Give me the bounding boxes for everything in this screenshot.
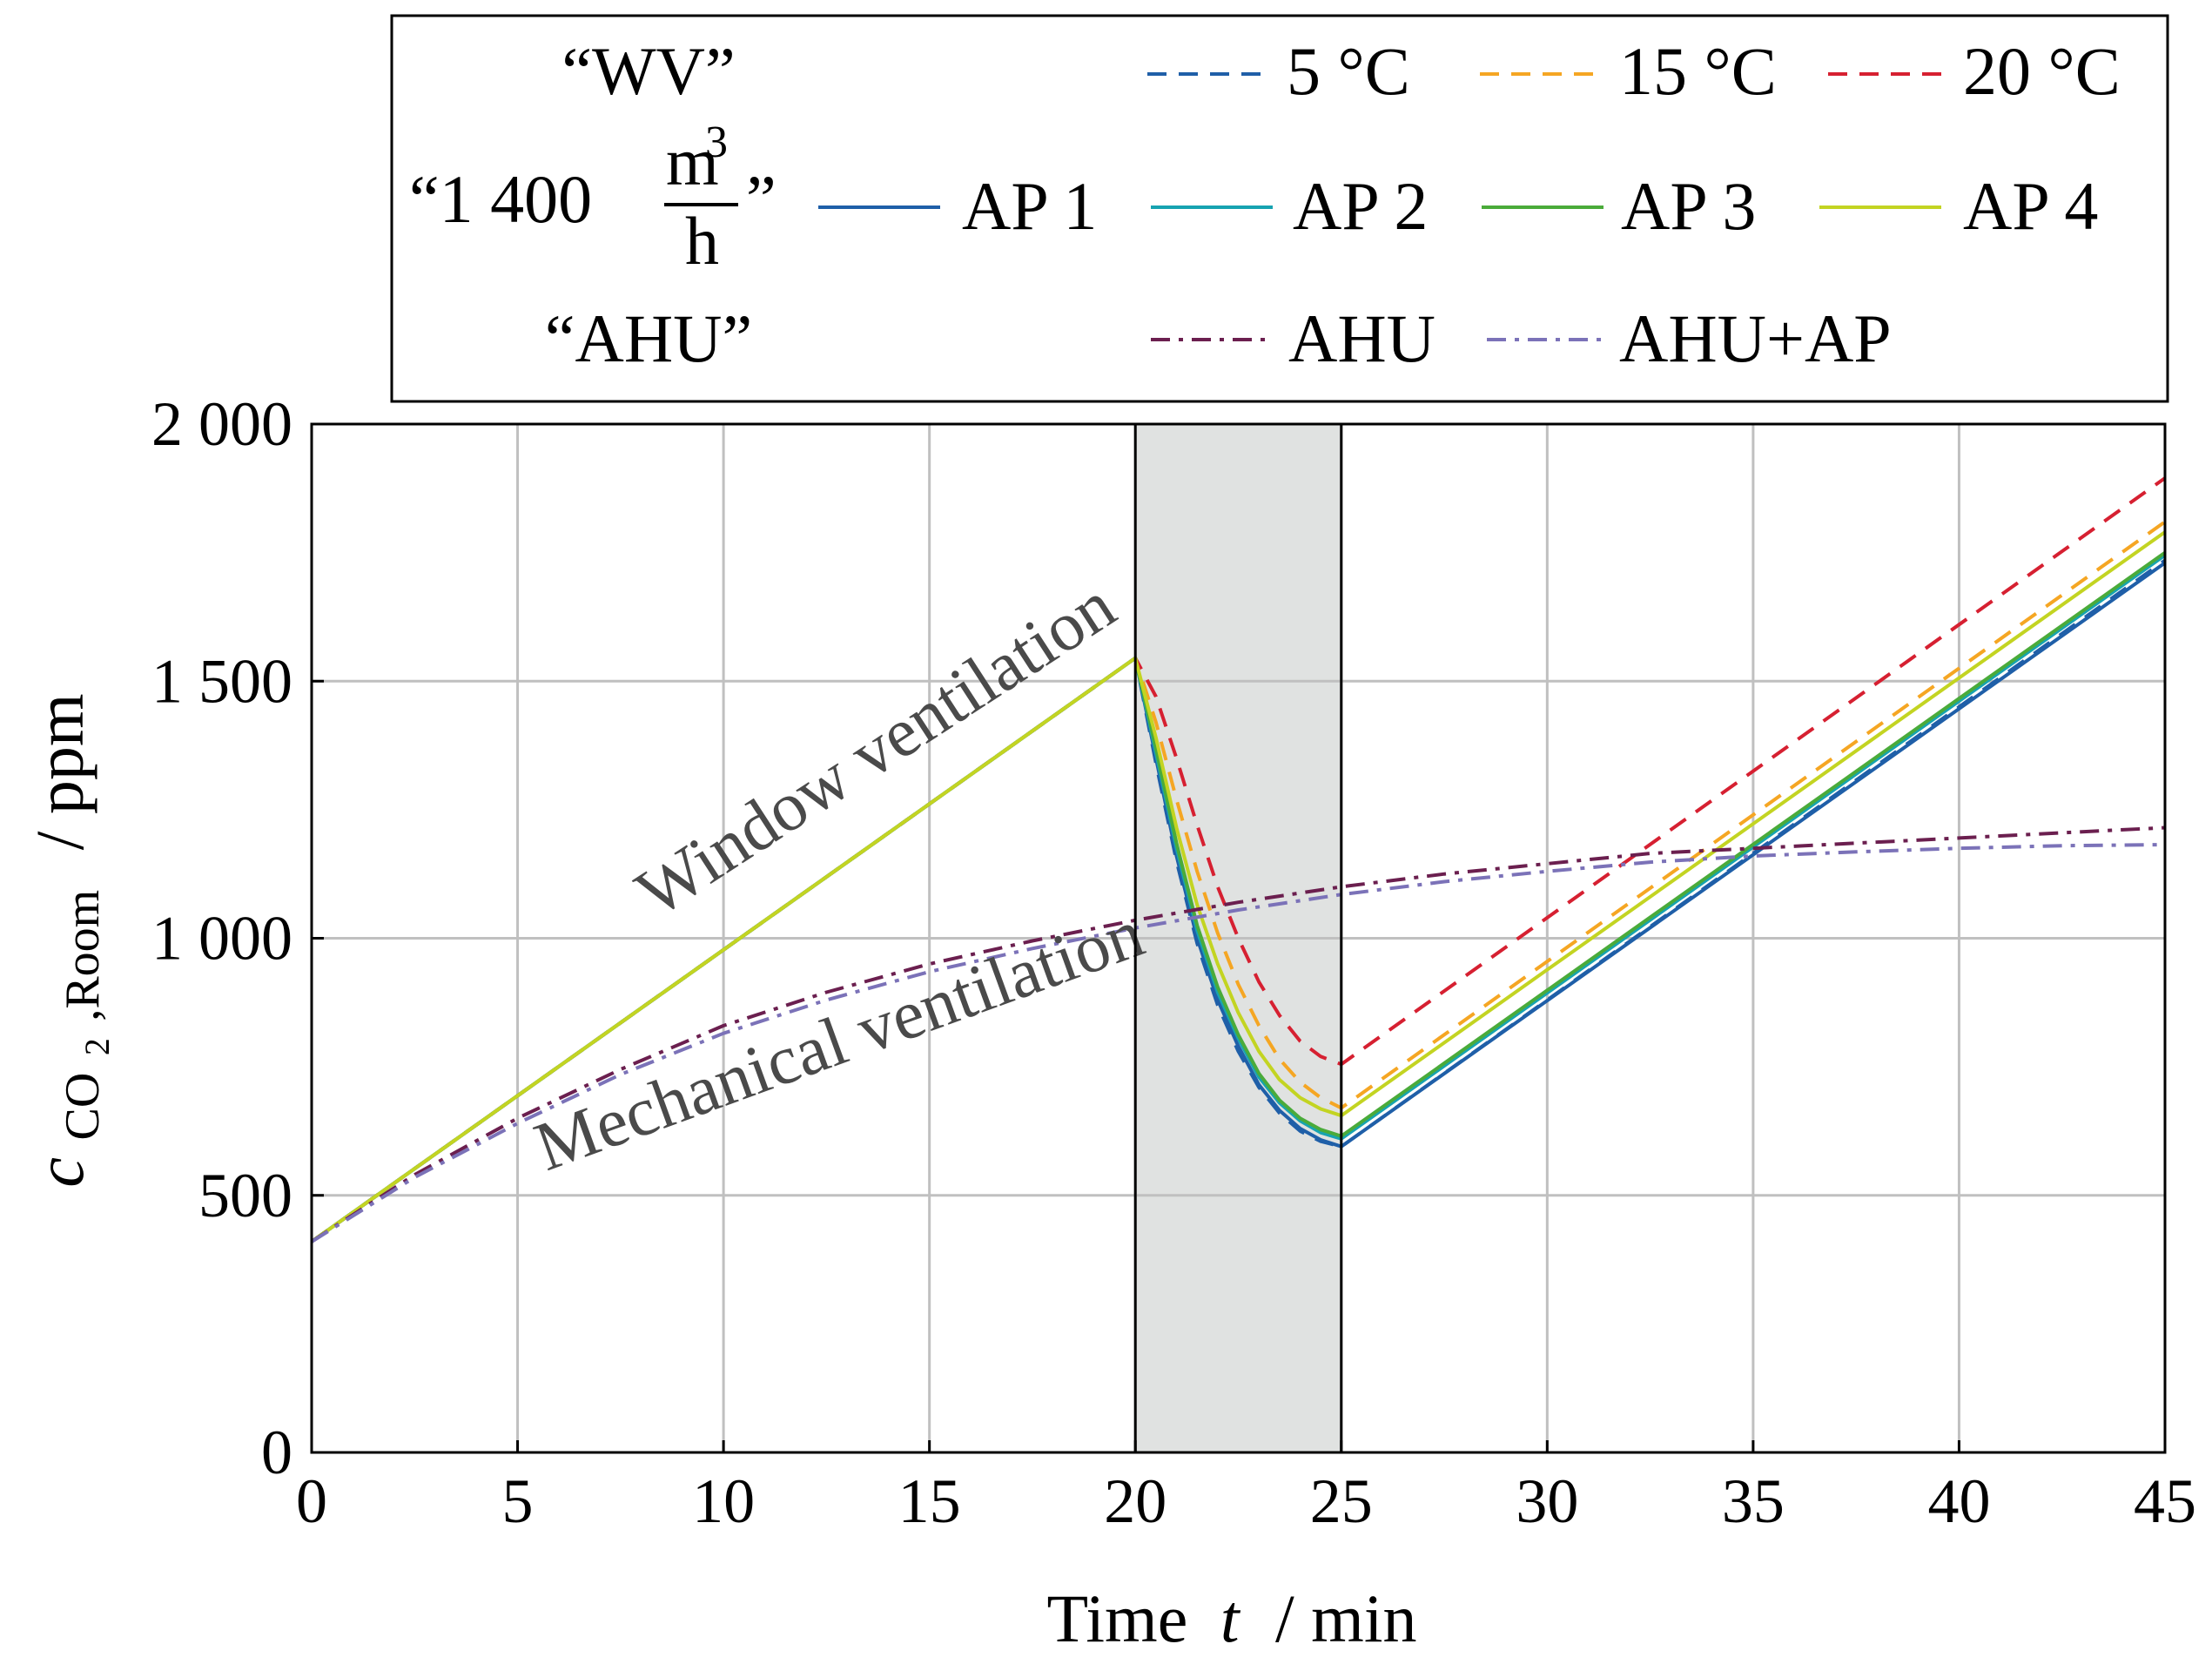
y-axis-label-var: c [22, 1157, 97, 1188]
x-tick-label: 25 [1310, 1466, 1373, 1536]
x-tick-label: 10 [692, 1466, 755, 1536]
legend-entry-ap4: AP 4 [1819, 168, 2098, 244]
y-tick-label: 1 000 [151, 904, 292, 974]
legend-group-label-1400: “1 400 m 3 h ” [409, 118, 777, 279]
annotation-layer: Window ventilation Mechanical ventilatio… [526, 567, 1153, 1186]
legend-group-label-1400-pre: “1 400 [409, 161, 592, 237]
legend-label-ap1: AP 1 [962, 168, 1097, 244]
legend: “WV” “1 400 m 3 h ” “AHU” 5 °C 15 °C 20 … [390, 14, 2169, 403]
x-tick-label: 30 [1516, 1466, 1578, 1536]
tick-label-layer: 0 5 10 15 20 25 30 35 40 45 0 500 1 000 1 500 2 000 [151, 389, 2196, 1536]
y-axis-label: c CO 2 ,Room / ppm [22, 693, 124, 1187]
axes-frame-layer [310, 422, 2167, 1454]
legend-group-label-1400-num: m [666, 124, 719, 199]
legend-group-label-1400-den: h [685, 203, 719, 279]
legend-entry-ap3: AP 3 [1482, 168, 1756, 244]
legend-label-ap3: AP 3 [1621, 168, 1756, 244]
series-layer [310, 476, 2167, 1243]
legend-label-15c: 15 °C [1619, 33, 1777, 109]
legend-entry-15c: 15 °C [1480, 33, 1777, 109]
y-axis-label-sub: CO [56, 1073, 110, 1141]
series-line-20-c [310, 476, 2167, 1243]
y-tick-label: 1 500 [151, 646, 292, 716]
x-tick-label: 20 [1104, 1466, 1167, 1536]
y-axis-label-unit: / ppm [22, 693, 97, 850]
x-tick-label: 35 [1722, 1466, 1785, 1536]
legend-entry-ahu-ap: AHU+AP [1487, 300, 1892, 376]
annotation-window-ventilation: Window ventilation [623, 567, 1128, 932]
y-tick-label: 2 000 [151, 389, 292, 459]
legend-label-ap4: AP 4 [1963, 168, 2098, 244]
series-line-ahu [310, 825, 2166, 1243]
x-axis-label-var: t [1220, 1580, 1241, 1656]
legend-entry-ahu: AHU [1151, 300, 1435, 376]
y-tick-label: 500 [198, 1161, 292, 1230]
legend-label-5c: 5 °C [1287, 33, 1410, 109]
series-line-ap-3 [310, 550, 2167, 1243]
x-tick-label: 15 [898, 1466, 961, 1536]
legend-group-label-wv: “WV” [561, 33, 735, 109]
x-tick-label: 0 [296, 1466, 327, 1536]
series-line-15-c [310, 520, 2167, 1243]
legend-entry-ap2: AP 2 [1151, 168, 1428, 244]
legend-entry-5c: 5 °C [1147, 33, 1410, 109]
y-axis-label-group: c CO 2 ,Room / ppm [22, 693, 124, 1187]
legend-label-ap2: AP 2 [1293, 168, 1428, 244]
x-axis-label-text: Time [1046, 1580, 1187, 1656]
legend-group-label-ahu: “AHU” [545, 300, 752, 376]
x-tick-label: 40 [1927, 1466, 1990, 1536]
series-line-ap-4 [310, 530, 2167, 1243]
legend-group-label-1400-sup: 3 [705, 118, 728, 167]
x-tick-label: 5 [502, 1466, 534, 1536]
legend-label-20c: 20 °C [1963, 33, 2121, 109]
legend-entry-20c: 20 °C [1828, 33, 2121, 109]
series-line-ahu-ap [310, 843, 2166, 1243]
legend-label-ahu-ap: AHU+AP [1619, 300, 1892, 376]
x-tick-label: 45 [2134, 1466, 2196, 1536]
x-axis-label-unit: / min [1275, 1580, 1417, 1656]
legend-entry-ap1: AP 1 [818, 168, 1097, 244]
legend-group-label-1400-post: ” [746, 161, 777, 237]
x-axis-label: Time t / min [1046, 1580, 1416, 1656]
y-axis-label-subsub: 2 [77, 1038, 117, 1055]
legend-label-ahu: AHU [1288, 300, 1435, 376]
y-tick-label: 0 [261, 1418, 292, 1487]
y-axis-label-sub2: ,Room [56, 890, 110, 1021]
